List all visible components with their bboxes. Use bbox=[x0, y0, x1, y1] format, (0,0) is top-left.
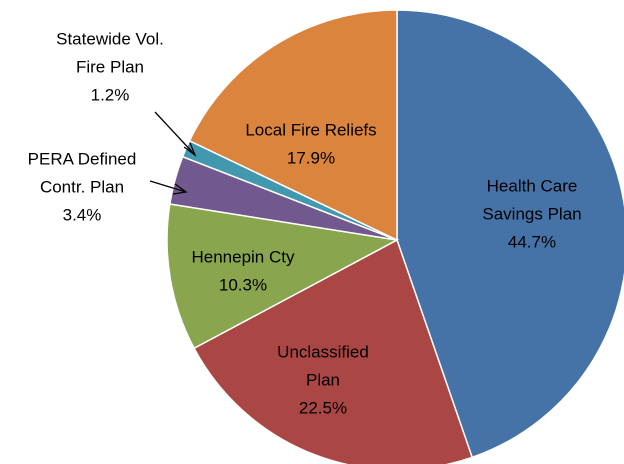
labels: Health Care Savings Plan 44.7% Unclassified… bbox=[28, 29, 582, 417]
slice-label: Unclassified bbox=[277, 342, 369, 361]
pie-slice bbox=[188, 9, 398, 242]
slice-label: Savings Plan bbox=[482, 204, 581, 223]
arrow bbox=[154, 111, 196, 156]
slice-label: Contr. Plan bbox=[40, 177, 124, 196]
leader-arrows bbox=[149, 111, 197, 195]
slice-label: PERA Defined bbox=[28, 149, 137, 168]
slice-label: Hennepin Cty bbox=[191, 247, 295, 266]
arrow bbox=[149, 180, 187, 193]
arrow-head bbox=[183, 142, 197, 157]
arrow-head bbox=[172, 183, 188, 195]
value-label: 44.7% bbox=[508, 232, 556, 251]
slice-label: Fire Plan bbox=[76, 57, 144, 76]
slice-label: Statewide Vol. bbox=[56, 29, 164, 48]
value-label: 22.5% bbox=[299, 398, 347, 417]
value-label: 17.9% bbox=[287, 148, 335, 167]
slice-label: Health Care bbox=[487, 176, 578, 195]
pie-slice bbox=[193, 238, 474, 464]
pie bbox=[166, 9, 624, 464]
slice-label: Plan bbox=[306, 370, 340, 389]
value-label: 3.4% bbox=[63, 205, 102, 224]
slice-label: Local Fire Reliefs bbox=[245, 120, 376, 139]
pie-slice bbox=[166, 203, 400, 350]
value-label: 1.2% bbox=[91, 85, 130, 104]
value-label: 10.3% bbox=[219, 275, 267, 294]
